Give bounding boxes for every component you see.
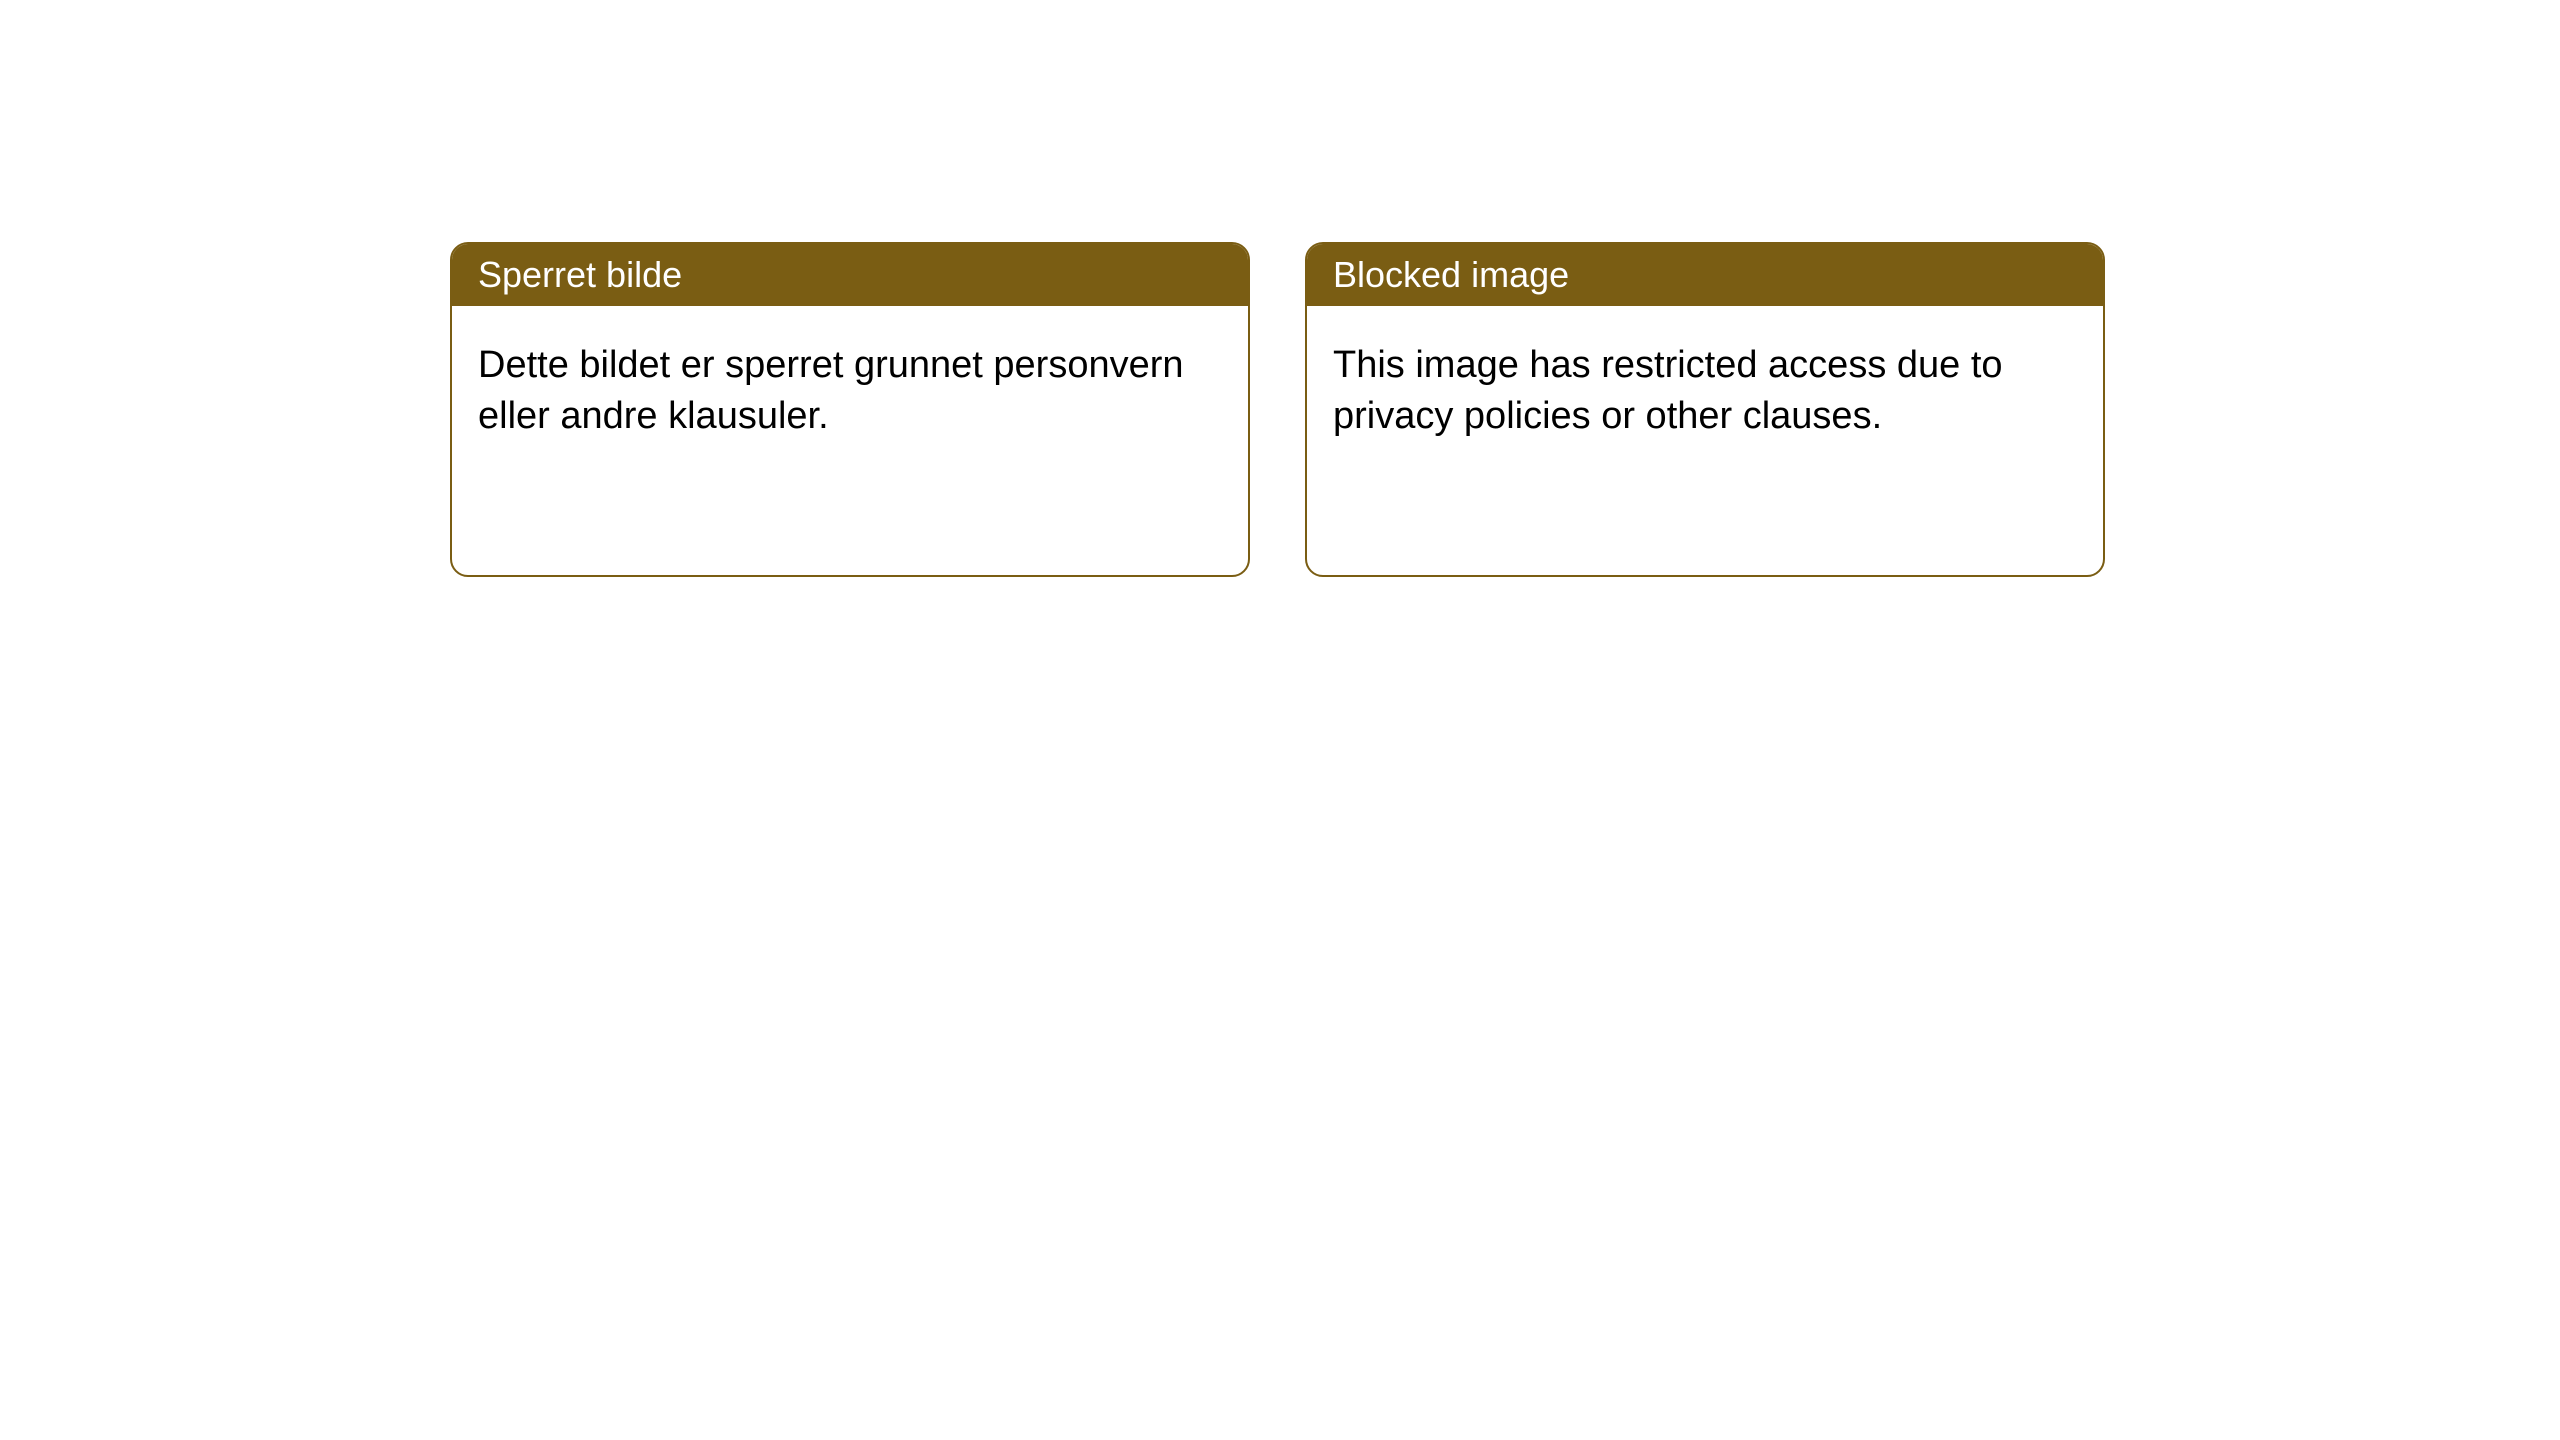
notice-body-en: This image has restricted access due to …: [1307, 306, 2103, 477]
notice-container: Sperret bilde Dette bildet er sperret gr…: [0, 0, 2560, 577]
notice-header-en: Blocked image: [1307, 244, 2103, 306]
notice-card-en: Blocked image This image has restricted …: [1305, 242, 2105, 577]
notice-body-no: Dette bildet er sperret grunnet personve…: [452, 306, 1248, 477]
notice-card-no: Sperret bilde Dette bildet er sperret gr…: [450, 242, 1250, 577]
notice-header-no: Sperret bilde: [452, 244, 1248, 306]
